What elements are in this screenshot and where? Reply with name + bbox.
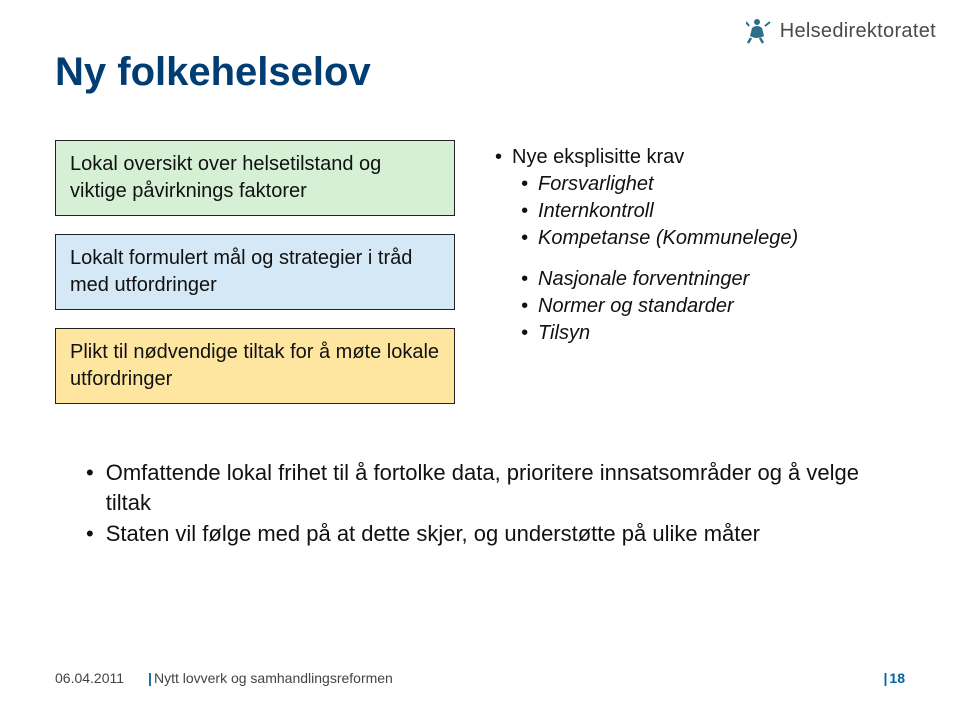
slide-title: Ny folkehelselov — [55, 50, 371, 95]
bottom-bullet: Omfattende lokal frihet til å fortolke d… — [86, 458, 900, 517]
bullet-sublist-2: Nasjonale forventninger Normer og standa… — [521, 266, 905, 347]
footer-left: 06.04.2011 |Nytt lovverk og samhandlings… — [55, 670, 393, 686]
sub-bullet: Internkontroll — [521, 198, 905, 225]
sub-bullet: Forsvarlighet — [521, 171, 905, 198]
sub-bullet: Kompetanse (Kommunelege) — [521, 225, 905, 252]
bullet-header: Nye eksplisitte krav — [495, 144, 905, 171]
sub-bullet: Normer og standarder — [521, 293, 905, 320]
brand-name: Helsedirektoratet — [780, 20, 936, 43]
content-row: Lokal oversikt over helsetilstand og vik… — [55, 140, 905, 404]
footer-date: 06.04.2011 — [55, 670, 124, 686]
bottom-bullet: Staten vil følge med på at dette skjer, … — [86, 519, 900, 549]
footer-subject: Nytt lovverk og samhandlingsreformen — [154, 670, 393, 686]
sub-bullet: Nasjonale forventninger — [521, 266, 905, 293]
left-column: Lokal oversikt over helsetilstand og vik… — [55, 140, 455, 404]
bottom-block: Omfattende lokal frihet til å fortolke d… — [86, 458, 900, 551]
logo-icon — [746, 18, 774, 44]
footer-page: |18 — [884, 670, 906, 686]
footer: 06.04.2011 |Nytt lovverk og samhandlings… — [55, 670, 905, 686]
right-column: Nye eksplisitte krav Forsvarlighet Inter… — [495, 140, 905, 404]
bullet-sublist: Forsvarlighet Internkontroll Kompetanse … — [521, 171, 905, 252]
sub-bullet: Tilsyn — [521, 320, 905, 347]
box-oversikt: Lokal oversikt over helsetilstand og vik… — [55, 140, 455, 216]
bottom-bullet-list: Omfattende lokal frihet til å fortolke d… — [86, 458, 900, 549]
brand-logo: Helsedirektoratet — [746, 18, 936, 44]
box-strategier: Lokalt formulert mål og strategier i trå… — [55, 234, 455, 310]
box-tiltak: Plikt til nødvendige tiltak for å møte l… — [55, 328, 455, 404]
bullet-list-krav: Nye eksplisitte krav — [495, 144, 905, 171]
